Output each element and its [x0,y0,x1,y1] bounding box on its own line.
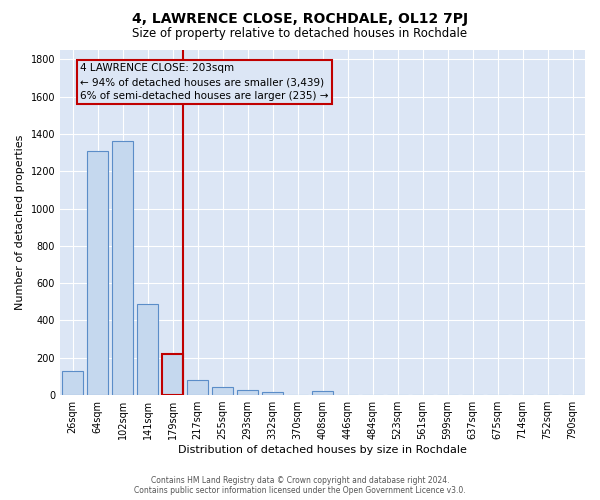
Bar [312,392,333,395]
Bar [87,150,108,395]
Y-axis label: Number of detached properties: Number of detached properties [15,135,25,310]
Bar [162,354,183,395]
Bar [262,392,283,395]
Text: Size of property relative to detached houses in Rochdale: Size of property relative to detached ho… [133,28,467,40]
Text: 4 LAWRENCE CLOSE: 203sqm
← 94% of detached houses are smaller (3,439)
6% of semi: 4 LAWRENCE CLOSE: 203sqm ← 94% of detach… [80,63,329,101]
Text: 4, LAWRENCE CLOSE, ROCHDALE, OL12 7PJ: 4, LAWRENCE CLOSE, ROCHDALE, OL12 7PJ [132,12,468,26]
Bar [112,142,133,395]
Bar [187,380,208,395]
Bar [62,371,83,395]
X-axis label: Distribution of detached houses by size in Rochdale: Distribution of detached houses by size … [178,445,467,455]
Bar [137,304,158,395]
Bar [237,390,258,395]
Text: Contains HM Land Registry data © Crown copyright and database right 2024.
Contai: Contains HM Land Registry data © Crown c… [134,476,466,495]
Bar [212,386,233,395]
